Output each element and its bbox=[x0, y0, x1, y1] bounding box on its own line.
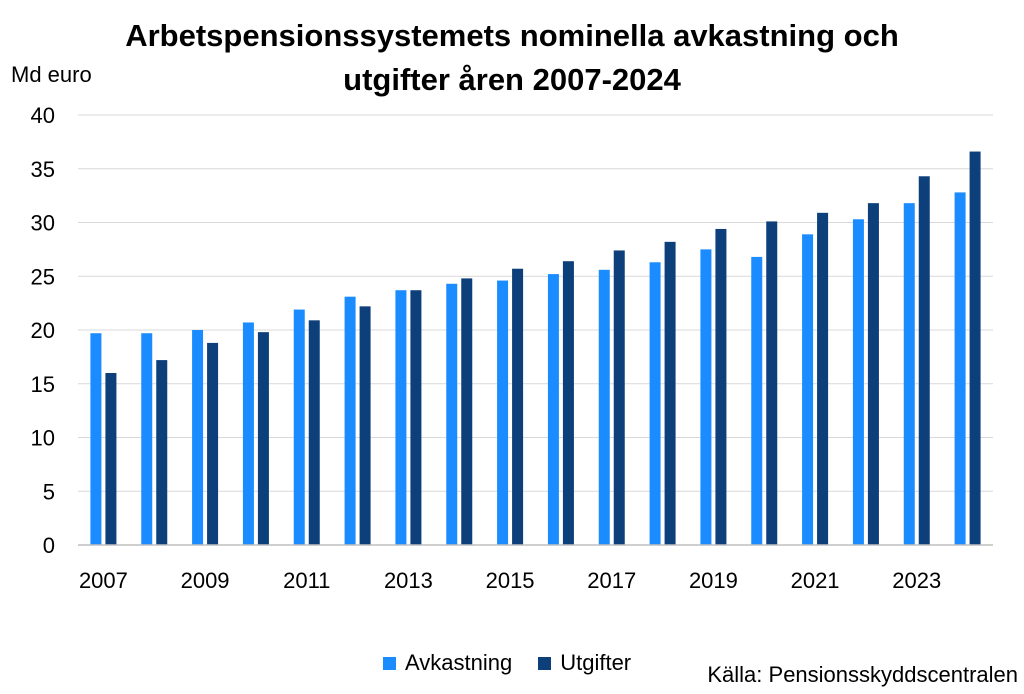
y-axis-label: Md euro bbox=[11, 62, 92, 87]
bar-utgifter-2008 bbox=[156, 360, 168, 545]
bar-avkastning-2009 bbox=[192, 330, 204, 545]
chart-title: Arbetspensionssystemets nominella avkast… bbox=[0, 14, 1024, 102]
legend-item-utgifter: Utgifter bbox=[538, 650, 631, 676]
bar-avkastning-2014 bbox=[446, 283, 458, 545]
bar-avkastning-2019 bbox=[700, 249, 712, 545]
chart-title-line-1: Arbetspensionssystemets nominella avkast… bbox=[125, 18, 899, 53]
bar-avkastning-2018 bbox=[649, 262, 661, 545]
bar-utgifter-2011 bbox=[308, 320, 320, 545]
y-tick-label: 10 bbox=[31, 426, 55, 451]
chart-title-line-2: utgifter åren 2007-2024 bbox=[343, 62, 681, 97]
bar-utgifter-2015 bbox=[512, 268, 524, 545]
bar-avkastning-2008 bbox=[141, 333, 153, 545]
x-tick-label: 2017 bbox=[587, 568, 636, 593]
bar-utgifter-2014 bbox=[461, 278, 473, 545]
bar-avkastning-2017 bbox=[598, 269, 610, 545]
bar-avkastning-2007 bbox=[90, 333, 102, 545]
bar-utgifter-2009 bbox=[207, 342, 219, 545]
bar-utgifter-2013 bbox=[410, 290, 422, 545]
y-tick-label: 15 bbox=[31, 372, 55, 397]
bar-avkastning-2010 bbox=[242, 322, 254, 545]
bar-utgifter-2021 bbox=[817, 212, 829, 545]
legend-swatch-utgifter bbox=[538, 656, 552, 670]
x-tick-label: 2007 bbox=[79, 568, 128, 593]
bar-avkastning-2021 bbox=[802, 234, 814, 545]
x-tick-label: 2019 bbox=[689, 568, 738, 593]
bar-utgifter-2017 bbox=[613, 250, 625, 545]
legend-label-avkastning: Avkastning bbox=[405, 650, 513, 675]
bar-utgifter-2023 bbox=[918, 176, 930, 545]
y-tick-label: 20 bbox=[31, 318, 55, 343]
bar-utgifter-2012 bbox=[359, 306, 371, 545]
legend-item-avkastning: Avkastning bbox=[383, 650, 512, 676]
x-tick-label: 2015 bbox=[486, 568, 535, 593]
bar-avkastning-2020 bbox=[751, 256, 763, 545]
x-tick-label: 2009 bbox=[181, 568, 230, 593]
y-tick-label: 5 bbox=[43, 479, 55, 504]
x-tick-label: 2021 bbox=[791, 568, 840, 593]
bar-avkastning-2023 bbox=[903, 203, 915, 545]
bar-avkastning-2012 bbox=[344, 296, 356, 545]
bar-chart: 0 5 10 15 20 25 30 35 40 2007 2009 2011 2013 2015 2017… bbox=[31, 103, 993, 593]
bar-utgifter-2016 bbox=[562, 261, 574, 545]
bar-avkastning-2024 bbox=[954, 192, 966, 545]
x-tick-label: 2013 bbox=[384, 568, 433, 593]
x-tick-label: 2023 bbox=[892, 568, 941, 593]
y-tick-label: 0 bbox=[43, 533, 55, 558]
bar-avkastning-2022 bbox=[852, 219, 864, 545]
bar-avkastning-2011 bbox=[293, 309, 305, 545]
bar-utgifter-2020 bbox=[766, 221, 778, 546]
bar-utgifter-2010 bbox=[257, 332, 269, 545]
bar-avkastning-2013 bbox=[395, 290, 407, 545]
y-tick-label: 25 bbox=[31, 264, 55, 289]
x-tick-label: 2011 bbox=[283, 568, 330, 593]
bar-avkastning-2015 bbox=[497, 280, 509, 545]
bar-utgifter-2022 bbox=[867, 203, 879, 545]
source-note: Källa: Pensionsskyddscentralen bbox=[707, 662, 1018, 687]
legend-swatch-avkastning bbox=[383, 656, 396, 670]
y-tick-label: 30 bbox=[31, 211, 55, 236]
bar-avkastning-2016 bbox=[547, 274, 559, 545]
bar-utgifter-2007 bbox=[105, 373, 117, 545]
y-tick-label: 35 bbox=[31, 157, 55, 182]
bar-utgifter-2024 bbox=[969, 151, 981, 546]
legend-label-utgifter: Utgifter bbox=[560, 650, 632, 675]
bar-utgifter-2018 bbox=[664, 241, 676, 545]
bar-utgifter-2019 bbox=[715, 228, 727, 545]
y-tick-label: 40 bbox=[31, 103, 55, 128]
legend: Avkastning Utgifter bbox=[383, 650, 657, 676]
